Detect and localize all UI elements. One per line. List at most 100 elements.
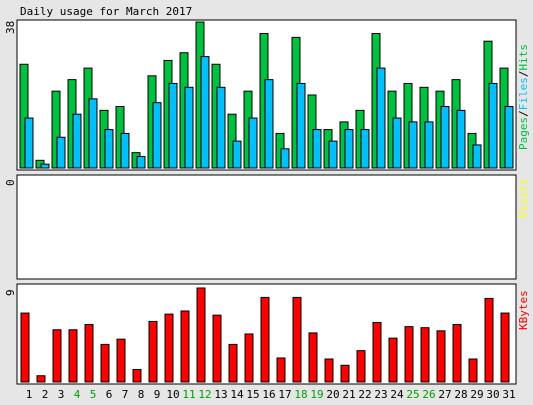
files-bar [40, 163, 50, 169]
day-label: 16 [262, 388, 275, 401]
files-bar [56, 136, 66, 169]
day-label: 21 [342, 388, 355, 401]
files-bar [312, 129, 322, 169]
files-bar [360, 129, 370, 169]
day-label: 31 [502, 388, 515, 401]
kbytes-bar [276, 357, 286, 383]
day-label: 15 [246, 388, 259, 401]
kbytes-bar [68, 329, 78, 383]
kbytes-bar [340, 364, 350, 383]
files-bar [472, 144, 482, 169]
kbytes-bar [484, 297, 494, 383]
kbytes-bar [132, 368, 142, 383]
kbytes-bar [452, 324, 462, 383]
day-label: 29 [470, 388, 483, 401]
visits-panel [16, 174, 517, 280]
files-bar [504, 106, 514, 169]
files-bar [168, 82, 178, 169]
hits-bar [51, 90, 61, 169]
day-label: 19 [310, 388, 323, 401]
day-label: 5 [90, 388, 97, 401]
day-axis-labels: 1 2 3 4 5 6 7 8 9 10 11 12 13 14 15 16 17 18 19 20 21 22 23 24 2… [26, 388, 516, 401]
kbytes-legend: KBytes [517, 290, 530, 330]
files-bar [216, 86, 226, 169]
day-label: 24 [390, 388, 404, 401]
files-bar [200, 56, 210, 169]
day-label: 10 [166, 388, 179, 401]
files-bar [88, 98, 98, 169]
kbytes-bar [148, 320, 158, 383]
files-bar [408, 121, 418, 169]
day-label: 20 [326, 388, 339, 401]
files-bar [280, 148, 290, 169]
kbytes-bar [436, 330, 446, 383]
hits-files-bars [19, 21, 514, 169]
kbytes-bar [260, 296, 270, 383]
kbytes-bar [84, 324, 94, 383]
kbytes-bar [244, 333, 254, 383]
files-bar [440, 106, 450, 169]
files-bar [152, 102, 162, 169]
kbytes-bar [500, 312, 510, 383]
day-label: 13 [214, 388, 227, 401]
kbytes-bar [100, 343, 110, 383]
legend-part: / [517, 110, 530, 117]
kbytes-legend-text: KBytes [517, 290, 530, 330]
day-label: 28 [454, 388, 467, 401]
files-bar [104, 129, 114, 169]
files-bar [344, 129, 354, 169]
day-label: 6 [106, 388, 113, 401]
kbytes-bar [212, 314, 222, 383]
day-label: 26 [422, 388, 435, 401]
legend-part: Files [517, 77, 530, 110]
kbytes-bar [292, 296, 302, 383]
day-label: 18 [294, 388, 307, 401]
files-bar [24, 117, 34, 169]
kbytes-bar [52, 329, 62, 383]
kbytes-bar [116, 338, 126, 383]
files-bar [72, 113, 82, 169]
files-bar [120, 132, 130, 169]
kbytes-bar [468, 358, 478, 383]
kbytes-bar [356, 350, 366, 383]
visits-legend: Visits [517, 178, 530, 218]
files-bar [328, 140, 338, 169]
legend-part: Pages [517, 117, 530, 150]
files-bar [248, 117, 258, 169]
hits-bar [19, 63, 29, 169]
visits-legend-text: Visits [517, 178, 530, 218]
day-label: 25 [406, 388, 419, 401]
kbytes-bar [308, 332, 318, 383]
day-label: 7 [122, 388, 129, 401]
files-bar [136, 155, 146, 169]
visits-ymax-label: 0 [4, 179, 17, 186]
files-bar [456, 109, 466, 169]
day-label: 9 [154, 388, 161, 401]
kbytes-bar [180, 310, 190, 383]
files-bar [232, 140, 242, 169]
files-bar [296, 82, 306, 169]
day-label: 8 [138, 388, 145, 401]
kbytes-ymax-label: 9 [4, 289, 17, 296]
files-bar [264, 79, 274, 169]
day-label: 2 [42, 388, 49, 401]
day-label: 11 [182, 388, 195, 401]
kbytes-bar [20, 312, 30, 383]
legend-part: / [517, 71, 530, 78]
files-bar [392, 117, 402, 169]
day-label: 3 [58, 388, 65, 401]
kbytes-bar [404, 326, 414, 383]
files-bar [424, 121, 434, 169]
kbytes-bar [228, 343, 238, 383]
kbytes-bar [372, 321, 382, 383]
files-bar [488, 82, 498, 169]
kbytes-bars [20, 287, 510, 383]
files-bar [184, 86, 194, 169]
kbytes-bar [164, 313, 174, 383]
day-label: 14 [230, 388, 244, 401]
kbytes-bar [388, 337, 398, 383]
kbytes-bar [36, 375, 46, 383]
day-label: 27 [438, 388, 451, 401]
